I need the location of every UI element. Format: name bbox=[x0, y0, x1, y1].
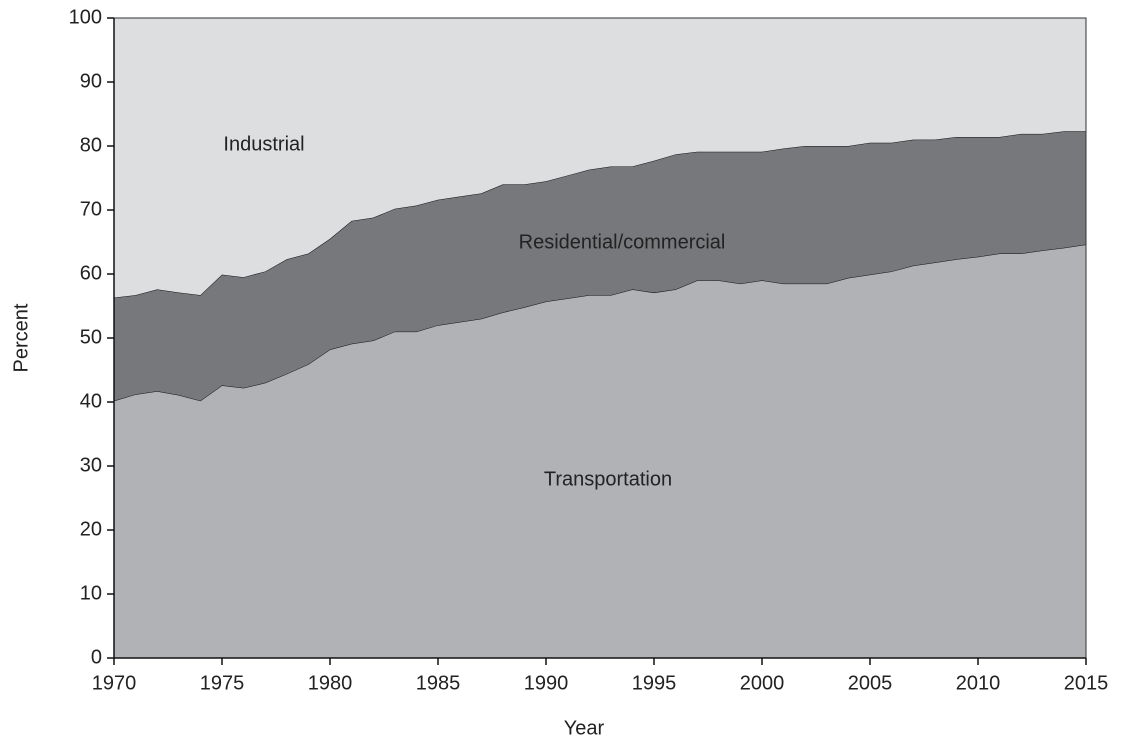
y-tick-label: 30 bbox=[80, 454, 102, 476]
x-axis-label: Year bbox=[564, 717, 605, 739]
series-label: Residential/commercial bbox=[519, 231, 726, 253]
y-tick-label: 90 bbox=[80, 70, 102, 92]
x-tick-label: 2010 bbox=[956, 672, 1001, 694]
y-tick-label: 80 bbox=[80, 134, 102, 156]
y-tick-label: 100 bbox=[69, 6, 102, 28]
y-tick-label: 50 bbox=[80, 326, 102, 348]
y-axis-label: Percent bbox=[10, 303, 32, 372]
x-tick-label: 2005 bbox=[848, 672, 893, 694]
series-label: Industrial bbox=[223, 133, 304, 155]
y-tick-label: 60 bbox=[80, 262, 102, 284]
y-tick-label: 70 bbox=[80, 198, 102, 220]
y-tick-label: 0 bbox=[91, 646, 102, 668]
area bbox=[114, 244, 1086, 658]
x-tick-label: 1995 bbox=[632, 672, 677, 694]
area bbox=[114, 18, 1086, 298]
x-tick-label: 1970 bbox=[92, 672, 137, 694]
area bbox=[114, 131, 1086, 401]
x-tick-label: 1980 bbox=[308, 672, 353, 694]
x-tick-label: 1975 bbox=[200, 672, 245, 694]
series-label: Transportation bbox=[544, 468, 672, 490]
y-tick-label: 20 bbox=[80, 518, 102, 540]
x-tick-label: 1985 bbox=[416, 672, 461, 694]
x-tick-label: 2015 bbox=[1064, 672, 1109, 694]
y-tick-label: 10 bbox=[80, 582, 102, 604]
x-tick-label: 2000 bbox=[740, 672, 785, 694]
y-tick-label: 40 bbox=[80, 390, 102, 412]
x-tick-label: 1990 bbox=[524, 672, 569, 694]
